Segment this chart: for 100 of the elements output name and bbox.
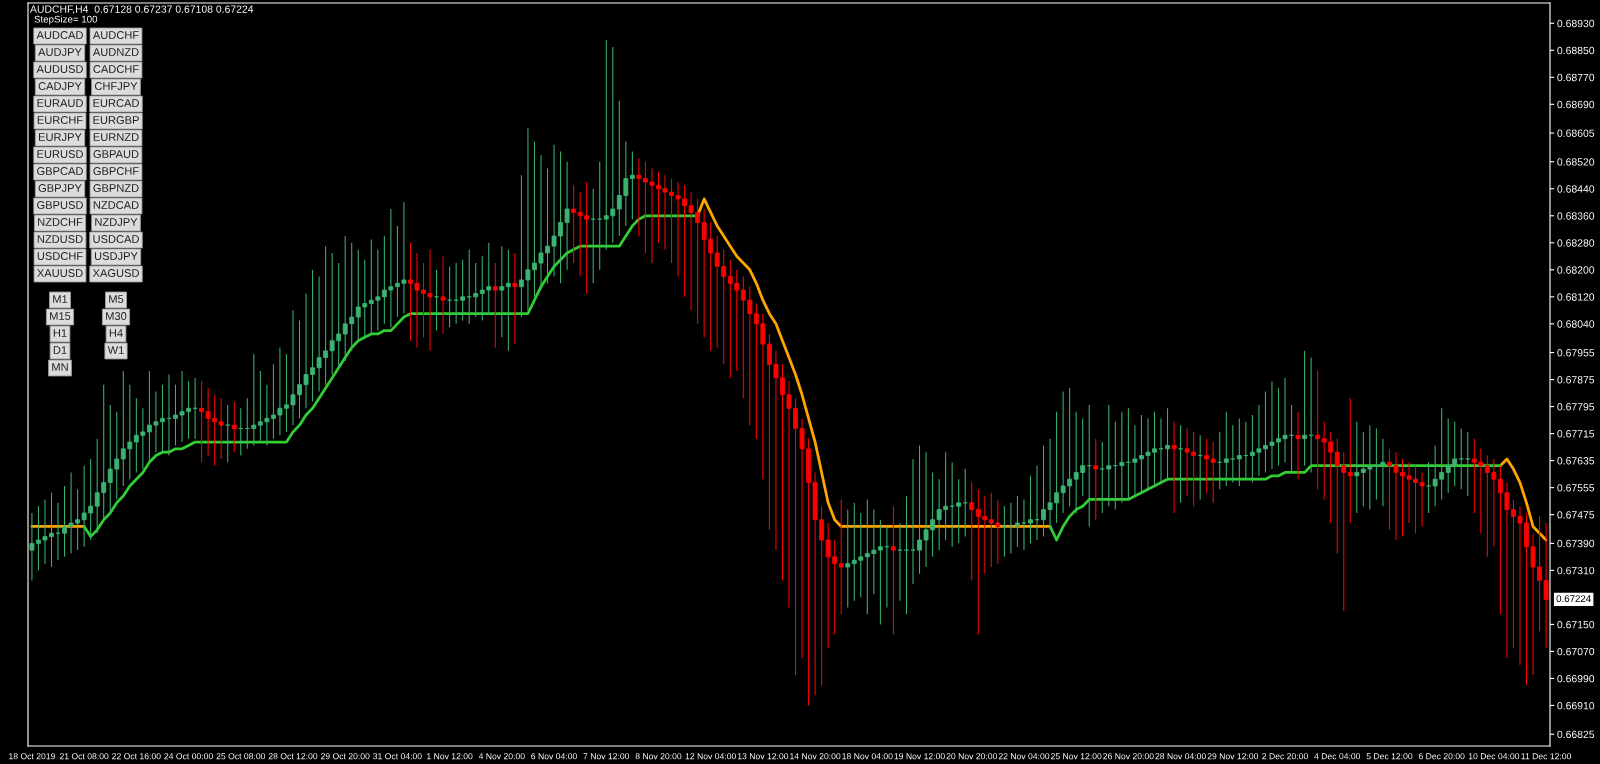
candlestick	[512, 252, 518, 345]
annotation: AUDJPY	[38, 48, 82, 56]
x-tick-label: 18 Oct 2019	[9, 753, 55, 760]
candlestick	[910, 458, 916, 584]
x-tick-label: 22 Oct 16:00	[112, 753, 161, 760]
annotation: EURAUD	[37, 99, 83, 107]
x-tick-label: 6 Nov 04:00	[531, 753, 577, 760]
annotation: D1	[53, 346, 67, 354]
x-tick-label: 13 Nov 12:00	[737, 753, 789, 760]
candlestick	[1354, 421, 1360, 513]
annotation: NZDCHF	[38, 218, 83, 226]
x-tick-label: 4 Dec 04:00	[1314, 753, 1361, 760]
x-tick-label: 1 Nov 12:00	[427, 753, 473, 760]
y-tick-label: 0.67310	[1557, 566, 1595, 575]
y-tick-label: 0.68440	[1557, 185, 1595, 193]
y-tick-label: 0.67635	[1557, 457, 1595, 465]
candlestick	[1171, 421, 1177, 513]
annotation: USDCHF	[37, 252, 83, 260]
annotation: CADJPY	[38, 82, 82, 90]
y-tick-label: 0.68770	[1557, 73, 1595, 82]
y-tick-label: 0.68200	[1557, 266, 1595, 274]
x-tick-label: 18 Nov 04:00	[842, 753, 893, 760]
annotation: M15	[50, 312, 71, 320]
candlestick	[890, 506, 896, 635]
x-tick-label: 20 Nov 20:00	[946, 753, 998, 760]
annotation: GBPJPY	[38, 184, 82, 192]
candlestick	[251, 354, 257, 446]
annotation: EURGBP	[93, 116, 139, 124]
x-tick-label: 6 Dec 20:00	[1418, 753, 1465, 760]
annotation: NZDCAD	[93, 201, 139, 209]
x-tick-label: 2 Dec 20:00	[1262, 753, 1308, 760]
annotation: NZDUSD	[37, 235, 83, 243]
annotation: GBPNZD	[93, 184, 139, 192]
x-tick-label: 24 Oct 00:00	[164, 753, 213, 760]
x-tick-label: 25 Nov 12:00	[1050, 753, 1102, 760]
annotation: M30	[106, 312, 127, 320]
annotation: CADCHF	[93, 65, 139, 73]
x-tick-label: 4 Nov 20:00	[478, 753, 525, 760]
annotation: AUDNZD	[92, 48, 139, 56]
y-tick-label: 0.67150	[1557, 620, 1595, 629]
x-tick-label: 8 Nov 20:00	[635, 753, 682, 760]
candlestick	[1302, 350, 1308, 466]
chart-title: AUDCHF,H4 0.67128 0.67237 0.67108 0.67224	[30, 5, 254, 15]
x-tick-label: 14 Nov 20:00	[790, 753, 841, 760]
annotation: GBPAUD	[93, 150, 139, 158]
y-tick-label: 0.67875	[1557, 376, 1595, 384]
annotation: EURNZD	[93, 133, 139, 141]
candlestick	[1021, 499, 1027, 551]
candlestick	[1347, 398, 1353, 524]
x-tick-label: 28 Oct 12:00	[268, 753, 318, 760]
annotation: M5	[109, 295, 124, 303]
y-tick-label: 0.66910	[1557, 701, 1595, 710]
annotation: EURJPY	[38, 133, 82, 141]
y-tick-label: 0.67955	[1557, 349, 1595, 357]
candlestick	[1165, 408, 1170, 480]
x-tick-label: 10 Dec 04:00	[1468, 753, 1520, 760]
x-tick-label: 5 Dec 12:00	[1366, 753, 1413, 760]
x-tick-label: 29 Nov 12:00	[1207, 753, 1259, 760]
y-tick-label: 0.68280	[1557, 239, 1595, 247]
y-tick-label: 0.67390	[1557, 539, 1595, 548]
candlestick	[1458, 428, 1464, 490]
x-tick-label: 19 Nov 12:00	[894, 753, 945, 760]
x-tick-label: 12 Nov 04:00	[685, 753, 736, 760]
candlestick	[845, 509, 851, 608]
annotation: USDJPY	[94, 252, 138, 260]
x-tick-label: 31 Oct 04:00	[373, 753, 422, 760]
candlestick	[1230, 425, 1236, 483]
y-tick-label: 0.68605	[1557, 129, 1595, 137]
text: StepSize= 100	[34, 15, 98, 25]
annotation: CHFJPY	[94, 82, 138, 90]
x-tick-label: 22 Nov 04:00	[998, 753, 1050, 760]
y-tick-label: 0.68360	[1557, 212, 1595, 220]
annotation: XAGUSD	[92, 269, 139, 277]
annotation: AUDCAD	[36, 31, 83, 39]
text: 0.67224	[1556, 595, 1591, 603]
annotation: H1	[53, 329, 67, 337]
candlestick	[838, 499, 844, 615]
annotation: EURUSD	[37, 150, 83, 158]
candlestick	[590, 188, 596, 284]
annotation: W1	[107, 346, 124, 354]
y-tick-label: 0.67555	[1557, 484, 1595, 492]
y-tick-label: 0.66990	[1557, 674, 1595, 683]
annotation: AUDUSD	[36, 65, 83, 73]
y-tick-label: 0.67795	[1557, 403, 1595, 411]
y-tick-label: 0.68040	[1557, 320, 1595, 328]
y-tick-label: 0.68520	[1557, 158, 1595, 166]
annotation: USDCAD	[93, 235, 139, 243]
y-tick-label: 0.68690	[1557, 100, 1595, 109]
annotation: EURCHF	[37, 116, 83, 124]
y-tick-label: 0.68930	[1557, 19, 1595, 28]
x-tick-label: 26 Nov 20:00	[1103, 753, 1154, 760]
annotation: H4	[109, 329, 123, 337]
annotation: NZDJPY	[95, 218, 138, 226]
candlestick	[440, 256, 446, 334]
x-tick-label: 7 Nov 12:00	[583, 753, 630, 760]
candlestick	[597, 161, 603, 270]
candlestick	[904, 496, 909, 615]
annotation: GBPUSD	[37, 201, 83, 209]
candlestick	[897, 523, 903, 601]
x-tick-label: 21 Oct 08:00	[59, 753, 109, 760]
